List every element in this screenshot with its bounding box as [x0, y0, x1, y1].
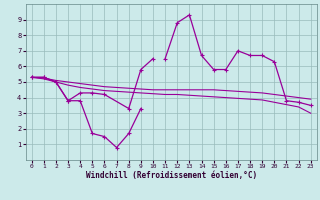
- X-axis label: Windchill (Refroidissement éolien,°C): Windchill (Refroidissement éolien,°C): [86, 171, 257, 180]
